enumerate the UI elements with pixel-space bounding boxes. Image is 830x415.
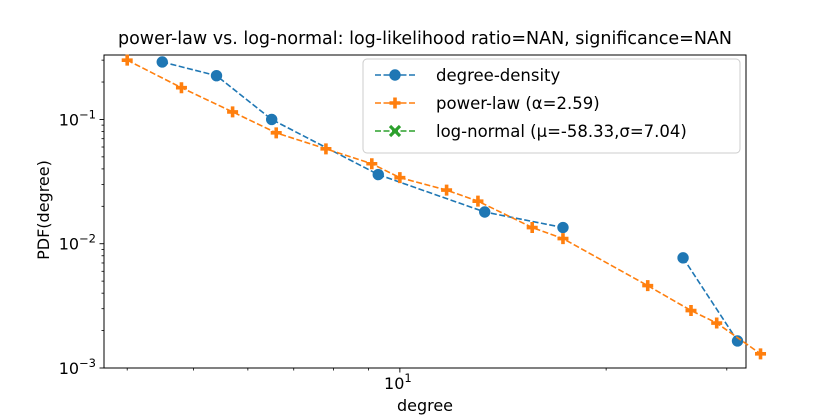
data-point [755,348,767,360]
legend-label: degree-density [436,66,561,85]
data-point [270,127,282,139]
legend: degree-density power-law (α=2.59) log-norm… [362,58,741,154]
data-point [320,143,332,155]
legend-label: log-normal (μ=-58.33,σ=7.04) [436,122,687,141]
data-point [685,305,697,317]
legend-marker [389,69,401,81]
y-axis-label: PDF(degree) [34,160,53,260]
data-point [156,56,168,68]
data-point [441,184,453,196]
data-point [175,82,187,94]
minor-ticks [101,59,728,371]
data-point [265,113,278,126]
tick-label: 10−1 [59,107,96,129]
tick-label: 10−2 [59,232,96,254]
data-point [372,168,384,181]
axes-frame [103,54,747,369]
legend-marker [389,97,401,109]
x-axis-label: degree [397,396,453,415]
legend-marker [388,124,402,138]
legend-item-2: power-law (α=2.59) [375,94,600,113]
data-point [711,317,723,329]
series-2 [121,54,767,360]
data-point [526,222,538,234]
series-line [162,61,564,229]
data-point [557,233,569,245]
chart-title: power-law vs. log-normal: log-likelihood… [118,29,732,49]
data-point [121,54,133,66]
data-point [479,206,491,218]
legend-item-3: log-normal (μ=-58.33,σ=7.04) [375,122,687,141]
data-point [210,69,223,82]
tick-label: 10−3 [59,356,96,378]
series-line [682,257,739,342]
data-point [677,252,689,264]
data-point [642,280,654,292]
data-point [731,335,744,347]
tick-label: 101 [384,371,412,393]
series-1 [156,56,744,347]
legend-item-1: degree-density [375,66,561,85]
data-point [557,221,569,234]
series-layer [121,54,767,360]
legend-box [362,58,741,154]
data-point [366,158,378,170]
plot-area-border [103,54,747,369]
data-point [227,106,239,118]
data-point [472,195,484,207]
major-ticks: 101 10−1 10−2 10−3 [59,107,412,393]
legend-label: power-law (α=2.59) [436,94,600,113]
data-point [394,172,406,184]
